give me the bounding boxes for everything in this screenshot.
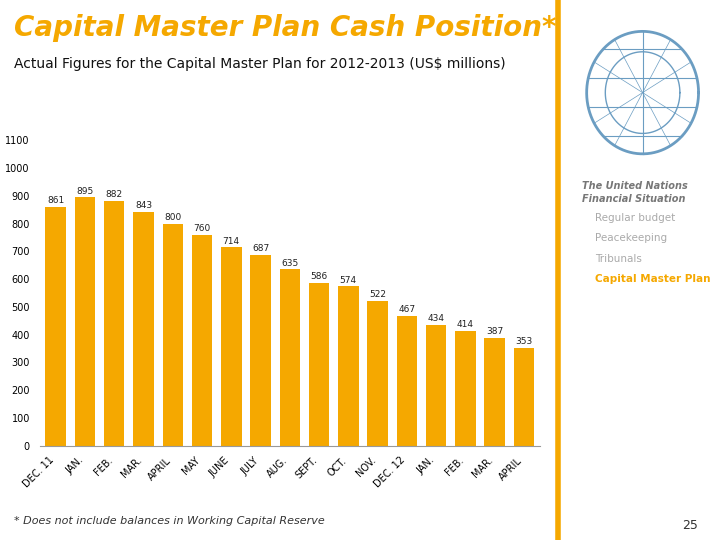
Text: 800: 800 (164, 213, 181, 222)
Bar (485, 338, 505, 446)
Text: Peacekeeping: Peacekeeping (595, 233, 667, 243)
Bar (45, 207, 66, 446)
Text: * Does not include balances in Working Capital Reserve: * Does not include balances in Working C… (14, 516, 325, 526)
Text: 861: 861 (47, 196, 64, 205)
Text: 353: 353 (516, 337, 533, 346)
Text: 387: 387 (486, 327, 503, 336)
Text: 414: 414 (457, 320, 474, 329)
Bar (513, 348, 534, 445)
Bar (367, 301, 388, 446)
Bar (163, 224, 183, 446)
Bar (104, 201, 125, 446)
Bar (338, 286, 359, 445)
Text: Capital Master Plan: Capital Master Plan (595, 274, 710, 284)
Bar (455, 330, 476, 446)
Text: 714: 714 (222, 237, 240, 246)
Bar (279, 269, 300, 445)
Text: 467: 467 (398, 305, 415, 314)
Text: 760: 760 (194, 224, 211, 233)
Text: Regular budget: Regular budget (595, 213, 675, 222)
Bar (75, 197, 95, 446)
Bar (192, 235, 212, 446)
Bar (309, 283, 329, 446)
Text: 25: 25 (683, 519, 698, 532)
Bar (397, 316, 417, 446)
Text: 882: 882 (106, 190, 123, 199)
Text: 687: 687 (252, 244, 269, 253)
Bar (221, 247, 241, 446)
Text: The United Nations
Financial Situation: The United Nations Financial Situation (582, 181, 688, 204)
Text: 843: 843 (135, 201, 152, 210)
Text: Capital Master Plan Cash Position*: Capital Master Plan Cash Position* (14, 14, 557, 42)
Bar (133, 212, 154, 446)
Text: 586: 586 (310, 272, 328, 281)
Text: Tribunals: Tribunals (595, 254, 642, 264)
Text: Actual Figures for the Capital Master Plan for 2012-2013 (US$ millions): Actual Figures for the Capital Master Pl… (14, 57, 506, 71)
Text: 574: 574 (340, 275, 357, 285)
Text: 895: 895 (76, 187, 94, 195)
Bar (251, 255, 271, 446)
Text: 434: 434 (428, 314, 445, 323)
Text: 635: 635 (282, 259, 298, 268)
Text: 522: 522 (369, 290, 386, 299)
Bar (426, 325, 446, 446)
